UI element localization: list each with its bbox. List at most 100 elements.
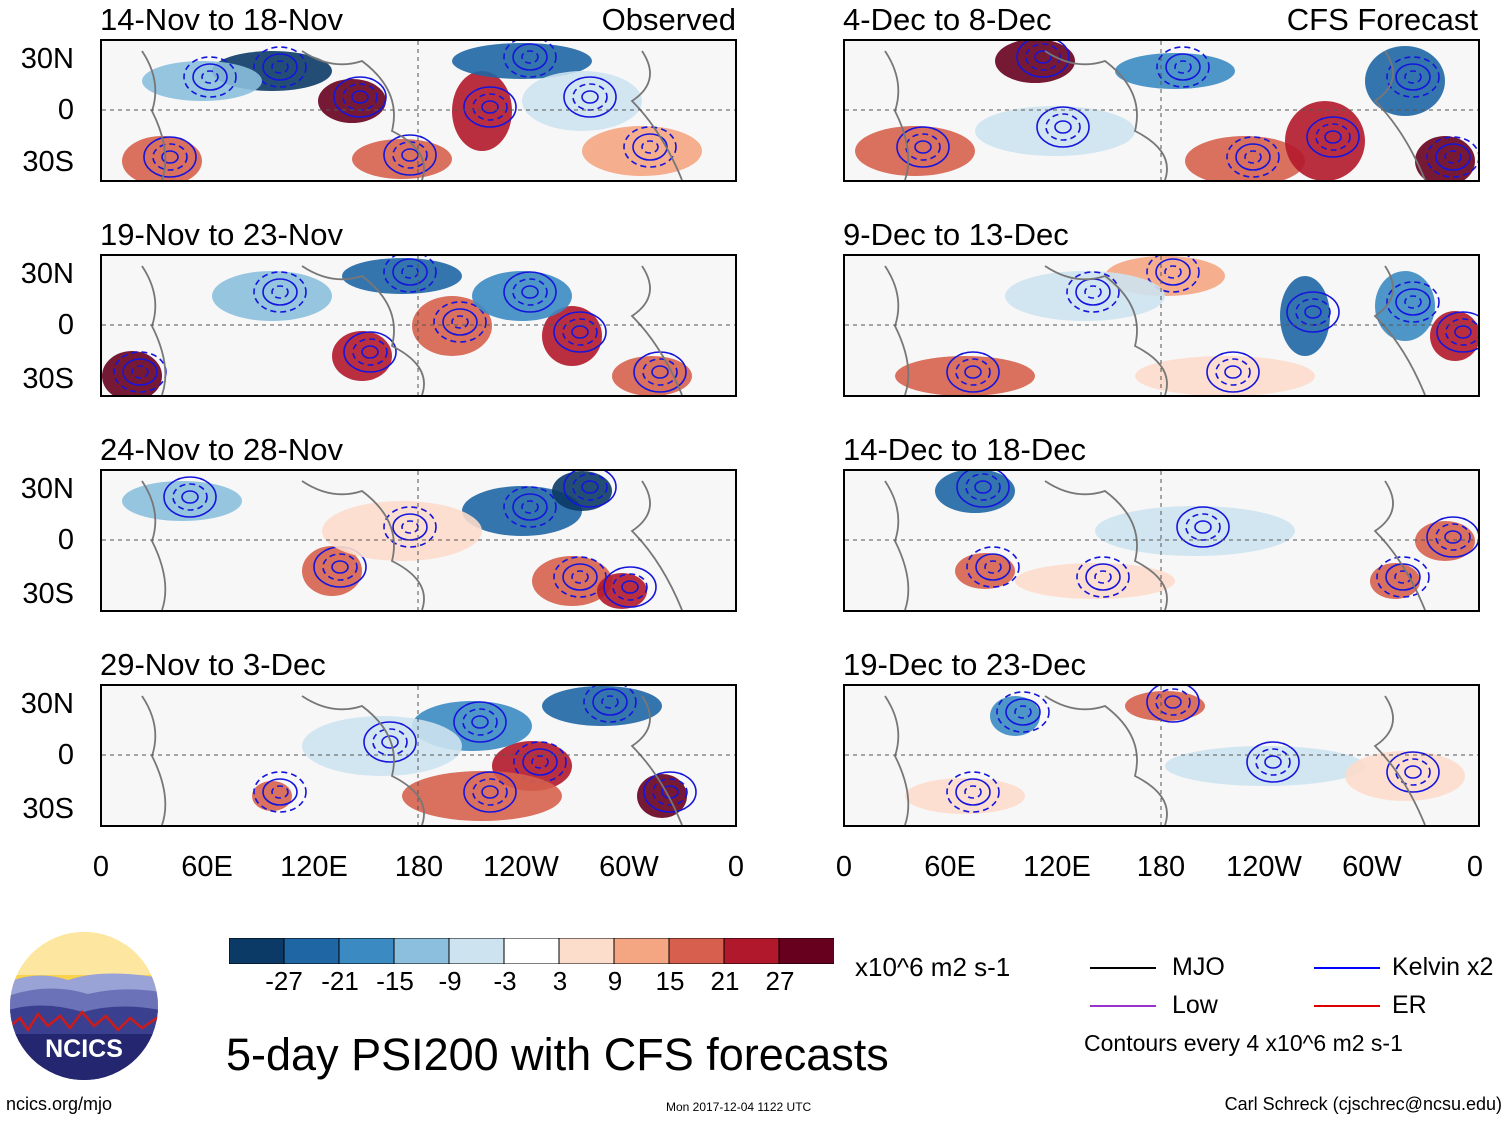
anomaly-shading bbox=[895, 356, 1035, 395]
kelvin-contour bbox=[1426, 516, 1478, 558]
kelvin-contour bbox=[262, 778, 298, 806]
kelvin-contour bbox=[1226, 136, 1280, 178]
map-panel-observed-2 bbox=[100, 254, 737, 397]
lon-label-0-end: 0 bbox=[727, 851, 745, 883]
anomaly-shading bbox=[1370, 563, 1420, 599]
kelvin-contour bbox=[521, 50, 539, 64]
kelvin-contour bbox=[1235, 143, 1271, 171]
coastline bbox=[141, 265, 683, 395]
kelvin-contour bbox=[1264, 755, 1282, 769]
kelvin-contour bbox=[1094, 570, 1112, 584]
kelvin-contour bbox=[183, 56, 237, 98]
kelvin-contour bbox=[271, 285, 289, 299]
kelvin-contour bbox=[192, 63, 228, 91]
anomaly-shading bbox=[122, 481, 242, 521]
lon-label-60w: 60W bbox=[1342, 851, 1402, 883]
kelvin-contour bbox=[1165, 53, 1201, 81]
main-title: 5-day PSI200 with CFS forecasts bbox=[226, 1029, 889, 1080]
anomaly-shading bbox=[212, 271, 332, 321]
map-panel-forecast-2 bbox=[843, 254, 1480, 397]
kelvin-contour bbox=[181, 490, 199, 504]
kelvin-contour bbox=[652, 778, 688, 806]
kelvin-contour bbox=[905, 133, 941, 161]
kelvin-contour bbox=[1304, 305, 1322, 319]
kelvin-contour bbox=[331, 560, 349, 574]
anomaly-shading bbox=[1125, 691, 1205, 721]
anomaly-shading bbox=[1285, 101, 1365, 180]
kelvin-contour bbox=[481, 785, 499, 799]
lon-label-120w: 120W bbox=[1226, 851, 1302, 883]
anomaly-shading bbox=[990, 696, 1040, 736]
legend-swatch-low bbox=[1090, 1005, 1156, 1007]
map-panel-forecast-1 bbox=[843, 39, 1480, 182]
anomaly-shading bbox=[905, 778, 1025, 814]
kelvin-contour bbox=[1155, 688, 1191, 716]
kelvin-contour bbox=[1034, 50, 1052, 64]
kelvin-contour bbox=[1255, 748, 1291, 776]
coastline bbox=[141, 695, 683, 825]
panel-title-right-1: 4-Dec to 8-Dec bbox=[843, 2, 1052, 37]
kelvin-contour bbox=[1445, 318, 1478, 346]
kelvin-contour bbox=[1394, 570, 1412, 584]
kelvin-contour bbox=[571, 325, 589, 339]
kelvin-contour bbox=[1395, 758, 1431, 786]
kelvin-contour bbox=[512, 43, 548, 71]
kelvin-contour bbox=[984, 560, 1002, 574]
kelvin-contour bbox=[522, 748, 558, 776]
anomaly-shading bbox=[452, 43, 592, 79]
colorbar-label: 9 bbox=[607, 966, 623, 996]
colorbar-units: x10^6 m2 s-1 bbox=[855, 952, 1011, 982]
kelvin-contour bbox=[131, 365, 149, 379]
anomaly-shading bbox=[142, 61, 262, 101]
kelvin-contour bbox=[563, 76, 617, 118]
anomaly-shading bbox=[1015, 563, 1175, 599]
kelvin-contour bbox=[1215, 358, 1251, 386]
kelvin-contour bbox=[531, 755, 549, 769]
lon-label-60w: 60W bbox=[599, 851, 659, 883]
colorbar-swatch bbox=[448, 937, 505, 965]
kelvin-contour bbox=[1224, 365, 1242, 379]
map-panel-observed-3 bbox=[100, 469, 737, 612]
kelvin-contour bbox=[463, 86, 517, 128]
kelvin-contour bbox=[253, 771, 307, 813]
kelvin-contour bbox=[253, 271, 307, 313]
colorbar-label: -3 bbox=[493, 966, 517, 996]
colorbar-swatch bbox=[228, 937, 285, 965]
anomaly-shading bbox=[322, 501, 482, 561]
kelvin-contour bbox=[442, 308, 478, 336]
kelvin-contour bbox=[965, 473, 1001, 501]
lat-label-eq: 0 bbox=[57, 739, 74, 771]
kelvin-contour bbox=[172, 483, 208, 511]
coastline bbox=[141, 50, 683, 180]
anomaly-shading bbox=[352, 139, 452, 179]
kelvin-contour bbox=[956, 471, 1010, 508]
kelvin-contour bbox=[1206, 351, 1260, 393]
colorbar-swatch bbox=[338, 937, 395, 965]
kelvin-contour bbox=[1155, 258, 1191, 286]
kelvin-contour bbox=[333, 76, 387, 118]
kelvin-contour bbox=[521, 500, 539, 514]
colorbar-swatch bbox=[283, 937, 340, 965]
anomaly-shading bbox=[332, 331, 392, 381]
kelvin-contour bbox=[996, 691, 1050, 733]
kelvin-contour bbox=[955, 778, 991, 806]
anomaly-shading bbox=[612, 356, 692, 395]
kelvin-contour bbox=[612, 573, 648, 601]
anomaly-shading bbox=[302, 716, 462, 776]
lon-label-120w: 120W bbox=[483, 851, 559, 883]
lon-label-0: 0 bbox=[92, 851, 110, 883]
anomaly-shading bbox=[452, 71, 512, 151]
kelvin-contour bbox=[383, 256, 437, 293]
kelvin-contour bbox=[1426, 136, 1478, 178]
kelvin-contour bbox=[451, 315, 469, 329]
legend-label-er: ER bbox=[1392, 991, 1427, 1019]
kelvin-contour bbox=[521, 285, 539, 299]
lat-label-30n: 30N bbox=[20, 258, 74, 290]
kelvin-contour bbox=[563, 471, 617, 508]
kelvin-contour bbox=[1286, 291, 1340, 333]
kelvin-contour bbox=[571, 570, 589, 584]
lat-label-eq: 0 bbox=[57, 94, 74, 126]
lon-label-60e: 60E bbox=[924, 851, 976, 883]
anomaly-shading bbox=[402, 771, 562, 821]
legend-swatch-er bbox=[1314, 1005, 1380, 1007]
